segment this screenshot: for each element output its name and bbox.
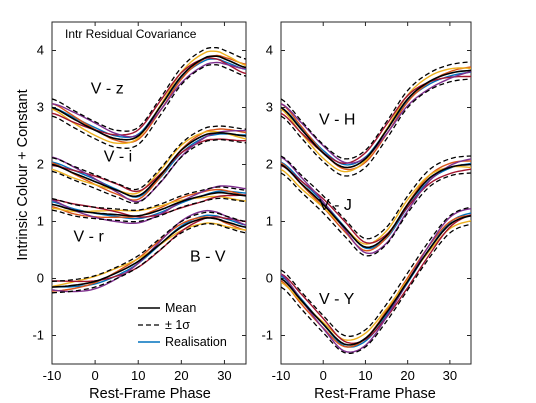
sigma-upper-line [52, 125, 246, 191]
x-tick-label: 30 [217, 368, 231, 383]
y-tick-label: 3 [37, 100, 44, 115]
realisation-line [281, 161, 471, 250]
sigma-lower-line [52, 197, 246, 223]
y-tick-label: 2 [37, 157, 44, 172]
sigma-lower-line [52, 138, 246, 204]
x-axis-label-left: Rest-Frame Phase [89, 386, 211, 402]
realisation-line [281, 165, 471, 245]
sigma-lower-line [281, 172, 471, 257]
sigma-upper-line [281, 155, 471, 240]
realisation-line [281, 70, 471, 164]
realisation-line [281, 220, 471, 341]
chart-title: Intr Residual Covariance [65, 27, 197, 41]
y-tick-label: 3 [266, 100, 273, 115]
y-tick-label: 2 [266, 157, 273, 172]
legend-label: ± 1σ [165, 318, 190, 332]
sigma-upper-line [281, 61, 471, 160]
sigma-lower-line [52, 222, 246, 294]
x-tick-label: 10 [131, 368, 145, 383]
y-tick-label: 1 [266, 214, 273, 229]
sigma-lower-line [52, 64, 246, 149]
x-tick-label: 0 [320, 368, 327, 383]
x-tick-label: 30 [443, 368, 457, 383]
realisation-line [52, 130, 246, 195]
band-label: B - V [190, 248, 226, 265]
mean-line [52, 55, 246, 141]
realisation-line [281, 208, 471, 353]
mean-line [52, 191, 246, 217]
sigma-upper-line [52, 46, 246, 132]
x-tick-label: 20 [174, 368, 188, 383]
realisation-line [52, 188, 246, 218]
band-label: V - r [74, 228, 105, 245]
x-axis-label-right: Rest-Frame Phase [314, 386, 436, 402]
plot-area [52, 46, 246, 294]
sigma-upper-line [281, 206, 471, 337]
mean-line [281, 215, 471, 346]
mean-line [281, 163, 471, 249]
y-tick-label: -1 [32, 328, 44, 343]
realisation-line [52, 61, 246, 138]
realisation-line [52, 128, 246, 201]
legend-label: Realisation [165, 335, 227, 349]
sigma-upper-line [52, 186, 246, 211]
legend-label: Mean [165, 301, 196, 315]
plot-area [281, 61, 471, 355]
x-tick-label: -10 [43, 368, 62, 383]
y-tick-label: 4 [266, 43, 273, 58]
band-label: V - i [104, 149, 132, 166]
legend: Mean ± 1σ Realisation [138, 301, 227, 349]
y-tick-label: 1 [37, 214, 44, 229]
realisation-line [281, 160, 471, 252]
mean-line [52, 131, 246, 198]
band-label: V - z [91, 80, 124, 97]
sigma-upper-line [52, 211, 246, 283]
x-tick-label: 10 [358, 368, 372, 383]
y-tick-label: -1 [261, 328, 273, 343]
y-axis-label: Intrinsic Colour + Constant [15, 89, 31, 260]
mean-line [281, 69, 471, 169]
band-label: V - Y [319, 291, 355, 308]
y-tick-label: 0 [266, 271, 273, 286]
y-tick-label: 4 [37, 43, 44, 58]
x-tick-label: -10 [272, 368, 291, 383]
band-label: V - J [319, 197, 352, 214]
y-tick-label: 0 [37, 271, 44, 286]
realisation-line [281, 75, 471, 165]
sigma-lower-line [281, 78, 471, 177]
plot-frame [280, 21, 472, 365]
mean-line [52, 217, 246, 288]
x-tick-label: 20 [400, 368, 414, 383]
band-label: V - H [319, 112, 355, 129]
x-tick-label: 0 [91, 368, 98, 383]
realisation-line [52, 57, 246, 136]
realisation-line [281, 214, 471, 345]
sigma-lower-line [281, 223, 471, 355]
